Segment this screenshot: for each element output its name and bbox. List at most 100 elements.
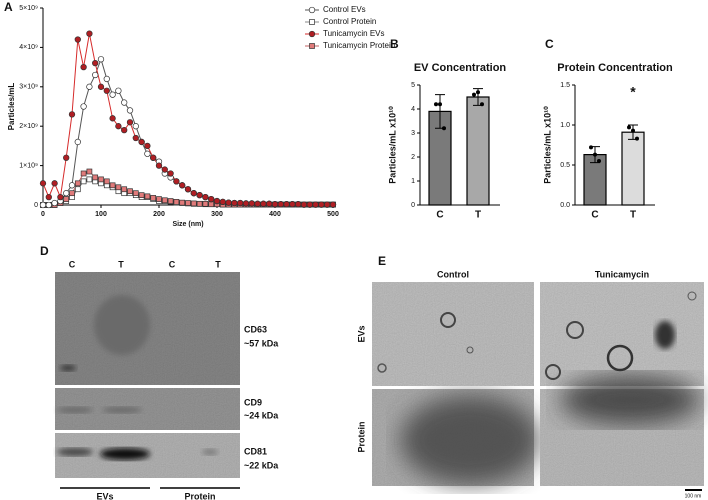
blot-spot bbox=[60, 365, 76, 371]
y-tick-label: 0.5 bbox=[560, 162, 570, 169]
lane-label: C bbox=[69, 259, 76, 269]
panel-letter: E bbox=[378, 254, 386, 268]
data-point bbox=[115, 87, 122, 94]
vesicle bbox=[377, 363, 387, 373]
x-tick-label: 0 bbox=[41, 211, 45, 218]
data-point bbox=[121, 186, 128, 193]
chart-title: Protein Concentration bbox=[557, 62, 673, 74]
data-point bbox=[74, 138, 81, 146]
group-label: EVs bbox=[96, 491, 113, 500]
data-point bbox=[103, 75, 110, 83]
series-line bbox=[42, 33, 333, 206]
data-point bbox=[57, 193, 64, 201]
data-point bbox=[86, 83, 93, 90]
data-point bbox=[593, 152, 597, 157]
data-point bbox=[92, 174, 99, 181]
data-point bbox=[74, 180, 81, 187]
blot-band bbox=[102, 407, 142, 413]
band-size: ~22 kDa bbox=[244, 460, 279, 470]
data-point bbox=[627, 125, 631, 130]
data-point bbox=[324, 201, 331, 208]
data-point bbox=[271, 201, 279, 208]
vesicle bbox=[566, 321, 584, 339]
band-name: CD63 bbox=[244, 324, 267, 334]
data-point bbox=[80, 178, 87, 185]
data-point bbox=[45, 201, 52, 209]
x-tick-label: 200 bbox=[153, 211, 165, 218]
data-point bbox=[126, 107, 134, 114]
data-point bbox=[196, 200, 203, 207]
y-tick-label: 3 bbox=[411, 130, 415, 137]
y-tick-label: 1 bbox=[411, 178, 415, 185]
stain-region bbox=[400, 395, 540, 485]
y-tick-label: 1×10⁹ bbox=[19, 162, 38, 169]
data-point bbox=[480, 102, 484, 107]
data-point bbox=[300, 201, 308, 208]
data-point bbox=[121, 99, 128, 106]
y-tick-label: 2 bbox=[411, 154, 415, 161]
data-point bbox=[190, 200, 197, 207]
y-axis-label: Particles/mL x10¹⁰ bbox=[387, 106, 397, 184]
chart-title: EV Concentration bbox=[414, 62, 507, 74]
vesicle bbox=[687, 291, 697, 301]
x-tick-label: 500 bbox=[327, 211, 339, 218]
data-point bbox=[39, 201, 47, 209]
micrograph bbox=[372, 282, 534, 386]
bar bbox=[466, 96, 490, 206]
data-point bbox=[173, 198, 180, 205]
data-point bbox=[109, 91, 116, 98]
data-point bbox=[115, 123, 122, 130]
data-point bbox=[438, 102, 442, 107]
data-point bbox=[68, 182, 76, 189]
data-point bbox=[167, 198, 174, 204]
data-point bbox=[312, 201, 319, 208]
x-tick-label: 300 bbox=[211, 211, 223, 218]
data-point bbox=[144, 142, 151, 150]
annotation: * bbox=[630, 84, 636, 100]
data-point bbox=[45, 193, 52, 201]
band-size: ~57 kDa bbox=[244, 338, 279, 348]
lane-label: C bbox=[169, 259, 176, 269]
y-tick-label: 0 bbox=[411, 202, 415, 209]
data-point bbox=[202, 193, 209, 201]
data-point bbox=[190, 190, 197, 197]
data-point bbox=[295, 201, 302, 208]
data-point bbox=[121, 126, 128, 134]
column-label: Tunicamycin bbox=[595, 269, 649, 279]
data-point bbox=[185, 200, 191, 206]
x-tick-label: T bbox=[630, 210, 636, 221]
data-point bbox=[306, 201, 313, 208]
data-point bbox=[597, 159, 601, 163]
micrographs bbox=[372, 282, 704, 491]
row-label: Protein bbox=[356, 421, 366, 452]
data-point bbox=[132, 190, 139, 197]
data-point bbox=[318, 201, 325, 208]
data-point bbox=[254, 200, 261, 207]
data-point bbox=[150, 154, 157, 161]
y-axis-label: Particles/mL x10¹⁰ bbox=[542, 106, 552, 184]
data-point bbox=[237, 199, 244, 207]
vesicle bbox=[440, 312, 456, 328]
y-tick-label: 3×10⁹ bbox=[19, 84, 38, 91]
vesicle bbox=[466, 346, 474, 354]
blot-band bbox=[202, 449, 218, 455]
series-line bbox=[43, 57, 333, 206]
data-point bbox=[155, 162, 163, 169]
legend-label: Control Protein bbox=[323, 17, 376, 26]
data-point bbox=[213, 197, 221, 205]
data-point bbox=[242, 200, 250, 207]
blot-band bbox=[57, 407, 93, 413]
data-point bbox=[156, 196, 162, 202]
data-point bbox=[80, 63, 87, 71]
data-point bbox=[92, 71, 99, 79]
data-point bbox=[289, 201, 296, 208]
data-point bbox=[80, 170, 87, 177]
data-point bbox=[103, 178, 110, 185]
data-point bbox=[589, 145, 593, 150]
data-point bbox=[86, 30, 93, 37]
y-axis-label: Particles/mL bbox=[7, 83, 16, 131]
data-point bbox=[329, 201, 337, 208]
data-point bbox=[74, 186, 81, 193]
legend-label: Control EVs bbox=[323, 5, 366, 14]
